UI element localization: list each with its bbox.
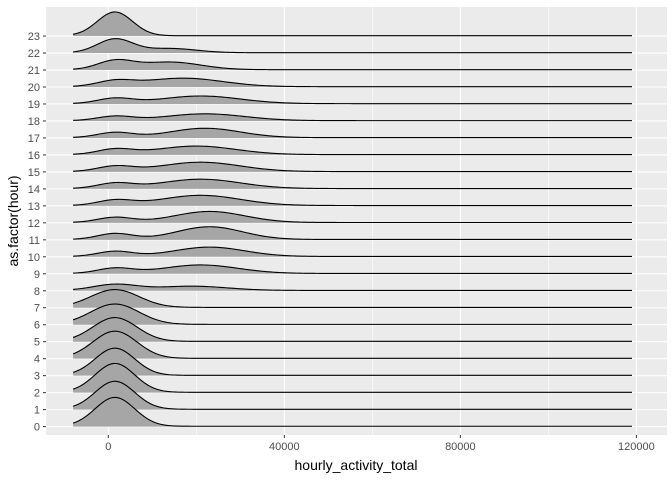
ridge-line-hour-3 bbox=[72, 347, 632, 376]
ridge-fill-hour-12 bbox=[73, 211, 633, 223]
ridge-line-hour-22 bbox=[73, 38, 632, 54]
ridge-line-hour-4 bbox=[72, 330, 632, 359]
y-tick-label: 8 bbox=[34, 286, 40, 298]
y-tick-label: 23 bbox=[28, 31, 40, 43]
y-tick-label: 6 bbox=[34, 320, 40, 332]
y-tick-label: 4 bbox=[34, 354, 40, 366]
ridge-fill-hour-11 bbox=[73, 226, 633, 240]
ridge-line-hour-23 bbox=[72, 11, 632, 37]
y-tick-label: 21 bbox=[28, 65, 40, 77]
y-tick-label: 22 bbox=[28, 48, 40, 60]
y-tick-label: 19 bbox=[28, 99, 40, 111]
y-tick-label: 7 bbox=[34, 303, 40, 315]
ridge-fill-hour-7 bbox=[73, 289, 633, 308]
y-tick-label: 15 bbox=[28, 167, 40, 179]
y-tick-label: 12 bbox=[28, 218, 40, 230]
ridge-line-hour-2 bbox=[72, 362, 632, 393]
y-axis-title: as.factor(hour) bbox=[5, 175, 21, 266]
ridge-fill-hour-0 bbox=[73, 397, 633, 427]
ridge-line-hour-12 bbox=[73, 210, 632, 224]
y-tick-label: 18 bbox=[28, 116, 40, 128]
ridge-fill-hour-10 bbox=[73, 247, 633, 257]
ridge-fill-hour-17 bbox=[73, 128, 633, 138]
x-tick-label: 40000 bbox=[269, 441, 300, 453]
ridge-line-hour-6 bbox=[72, 303, 632, 325]
ridge-fill-hour-18 bbox=[73, 113, 633, 121]
ridge-line-hour-8 bbox=[73, 283, 632, 291]
y-tick-label: 5 bbox=[34, 337, 40, 349]
y-tick-label: 11 bbox=[29, 235, 40, 247]
ridge-line-hour-11 bbox=[73, 226, 632, 241]
x-axis-title: hourly_activity_total bbox=[295, 457, 418, 473]
ridge-fill-hour-8 bbox=[73, 284, 633, 291]
ridge-line-hour-18 bbox=[73, 113, 632, 122]
ridge-line-hour-16 bbox=[73, 145, 632, 156]
ridge-fill-hour-21 bbox=[73, 59, 633, 71]
y-tick-label: 13 bbox=[28, 201, 40, 213]
ridge-line-hour-20 bbox=[73, 77, 632, 88]
ridge-line-hour-7 bbox=[72, 289, 632, 308]
y-tick-label: 9 bbox=[34, 269, 40, 281]
ridge-layer bbox=[72, 11, 633, 427]
y-tick-label: 16 bbox=[28, 150, 40, 162]
ridge-fill-hour-23 bbox=[73, 11, 633, 37]
ridge-line-hour-1 bbox=[72, 380, 632, 410]
y-tick-label: 14 bbox=[28, 184, 40, 196]
ridge-fill-hour-9 bbox=[73, 264, 633, 274]
ridge-fill-hour-13 bbox=[73, 195, 633, 206]
ridge-line-hour-19 bbox=[73, 95, 632, 105]
ridge-fill-hour-19 bbox=[73, 96, 633, 104]
ridge-line-hour-10 bbox=[73, 246, 632, 258]
ridge-line-hour-14 bbox=[73, 178, 632, 190]
x-tick-label: 80000 bbox=[445, 441, 476, 453]
ridge-line-hour-5 bbox=[72, 317, 632, 342]
x-tick-label: 120000 bbox=[618, 441, 655, 453]
y-tick-label: 20 bbox=[28, 82, 40, 94]
ridge-line-hour-13 bbox=[73, 194, 632, 207]
ridge-line-hour-15 bbox=[73, 161, 632, 173]
y-tick-label: 17 bbox=[28, 133, 40, 145]
y-tick-label: 3 bbox=[34, 371, 40, 383]
x-tick-label: 0 bbox=[105, 441, 111, 453]
y-tick-label: 0 bbox=[34, 422, 40, 434]
ridge-fill-hour-15 bbox=[73, 162, 633, 172]
ridge-line-hour-9 bbox=[73, 264, 632, 274]
ridge-fill-hour-14 bbox=[73, 179, 633, 189]
ridge-line-hour-17 bbox=[73, 127, 632, 139]
ridge-line-hour-0 bbox=[72, 396, 632, 427]
ridge-fill-hour-22 bbox=[73, 38, 633, 54]
y-tick-label: 10 bbox=[28, 252, 40, 264]
y-tick-label: 1 bbox=[34, 405, 40, 417]
y-tick-label: 2 bbox=[34, 388, 40, 400]
x-axis: 0 40000 80000 120000 bbox=[105, 435, 655, 453]
ridge-fill-hour-16 bbox=[73, 146, 633, 155]
ridge-line-hour-21 bbox=[73, 58, 632, 71]
